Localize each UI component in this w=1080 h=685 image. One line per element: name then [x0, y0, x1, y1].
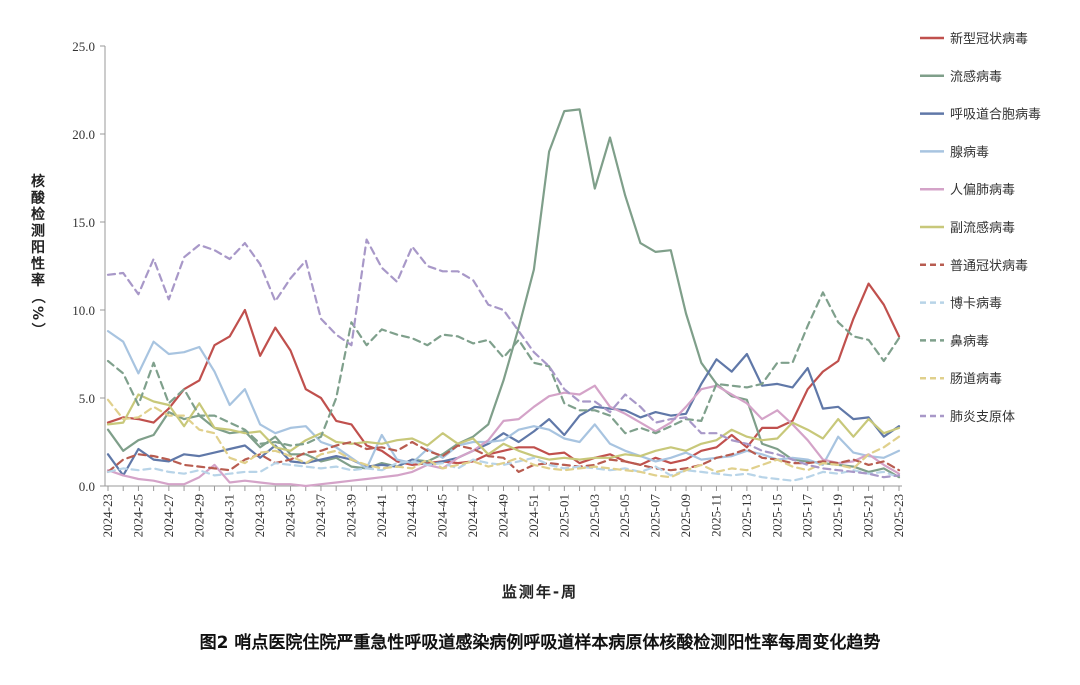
series-line-5 [106, 384, 901, 488]
y-tick-label: 20.0 [72, 127, 95, 142]
x-tick-label: 2025-23 [891, 494, 906, 537]
series-line-6 [106, 393, 901, 461]
y-axis-title-char: % [29, 306, 45, 320]
axes: 0.0 5.0 10.0 15.0 20.0 25.0 2024-23 2024-25 2024… [72, 39, 906, 537]
x-tick-label: 2024-23 [100, 494, 115, 537]
x-tick-label: 2024-41 [374, 494, 389, 537]
series-line-8 [106, 456, 901, 482]
legend: 新型冠状病毒流感病毒呼吸道合胞病毒腺病毒人偏肺病毒副流感病毒普通冠状病毒博卡病毒… [920, 31, 1041, 425]
x-tick-label: 2025-15 [769, 494, 784, 537]
legend-label: 鼻病毒 [950, 333, 989, 349]
legend-label: 呼吸道合胞病毒 [950, 108, 1041, 123]
x-tick-label: 2025-17 [800, 494, 815, 538]
y-axis-title-char: ） [29, 323, 45, 337]
x-tick-label: 2024-27 [161, 494, 176, 538]
x-tick-label: 2024-29 [191, 494, 206, 537]
series-line-11 [106, 238, 901, 479]
y-tick-label: 0.0 [79, 479, 95, 494]
line-chart: 0.0 5.0 10.0 15.0 20.0 25.0 2024-23 2024-25 2024… [29, 31, 1041, 601]
x-tick-label: 2025-01 [556, 494, 571, 537]
x-tick-label: 2024-45 [435, 494, 450, 537]
series-line-1 [106, 282, 901, 466]
x-tick-label: 2025-19 [830, 494, 845, 537]
series-lines [106, 108, 901, 488]
x-tick-label: 2025-21 [861, 494, 876, 537]
x-tick-label: 2024-49 [496, 494, 511, 537]
x-tick-label: 2024-35 [283, 494, 298, 537]
y-axis-title-char: 酸 [31, 190, 46, 207]
x-tick-label: 2024-25 [130, 494, 145, 537]
x-tick-label: 2025-07 [648, 494, 663, 538]
x-tick-label: 2024-51 [526, 494, 541, 537]
series-line-4 [106, 330, 901, 470]
x-tick-label: 2025-11 [708, 494, 723, 537]
y-tick-label: 10.0 [72, 303, 95, 318]
y-axis-title-char: 测 [31, 223, 45, 240]
series-line-3 [106, 352, 901, 477]
y-axis-title-char: 率 [31, 272, 45, 289]
x-tick-label: 2024-37 [313, 494, 328, 538]
series-line-10 [106, 398, 901, 479]
y-tick-label: 25.0 [72, 39, 95, 54]
y-axis-title-char: 阳 [31, 240, 45, 256]
y-tick-label: 5.0 [79, 391, 95, 406]
series-line-7 [106, 440, 901, 473]
y-tick-label: 15.0 [72, 215, 95, 230]
x-tick-label: 2024-39 [343, 494, 358, 537]
x-tick-label: 2024-31 [222, 494, 237, 537]
series-line-9 [106, 291, 901, 447]
x-tick-label: 2025-09 [678, 494, 693, 537]
legend-label: 流感病毒 [950, 69, 1002, 85]
legend-label: 副流感病毒 [950, 220, 1015, 236]
legend-label: 博卡病毒 [950, 297, 1002, 312]
x-tick-label: 2024-47 [465, 494, 480, 538]
legend-label: 腺病毒 [950, 145, 989, 160]
y-axis-title-char: 检 [31, 206, 45, 223]
legend-label: 普通冠状病毒 [950, 259, 1028, 274]
y-axis-title-char: 性 [31, 256, 45, 273]
legend-label: 人偏肺病毒 [950, 183, 1015, 198]
legend-label: 肺炎支原体 [950, 410, 1015, 425]
x-axis-title: 监测年-周 [502, 583, 578, 601]
x-tick-label: 2025-05 [617, 494, 632, 537]
figure-caption: 图2 哨点医院住院严重急性呼吸道感染病例呼吸道样本病原体核酸检测阳性率每周变化趋… [199, 633, 881, 653]
y-axis-title-char: （ [29, 290, 45, 304]
y-axis-title-char: 核 [31, 173, 45, 190]
y-axis-title: 核酸检测阳性率（% ） [29, 173, 46, 337]
x-tick-label: 2025-03 [587, 494, 602, 537]
legend-label: 新型冠状病毒 [950, 31, 1028, 47]
x-tick-label: 2025-13 [739, 494, 754, 537]
x-tick-label: 2024-43 [404, 494, 419, 537]
x-tick-label: 2024-33 [252, 494, 267, 537]
legend-label: 肠道病毒 [950, 372, 1002, 387]
